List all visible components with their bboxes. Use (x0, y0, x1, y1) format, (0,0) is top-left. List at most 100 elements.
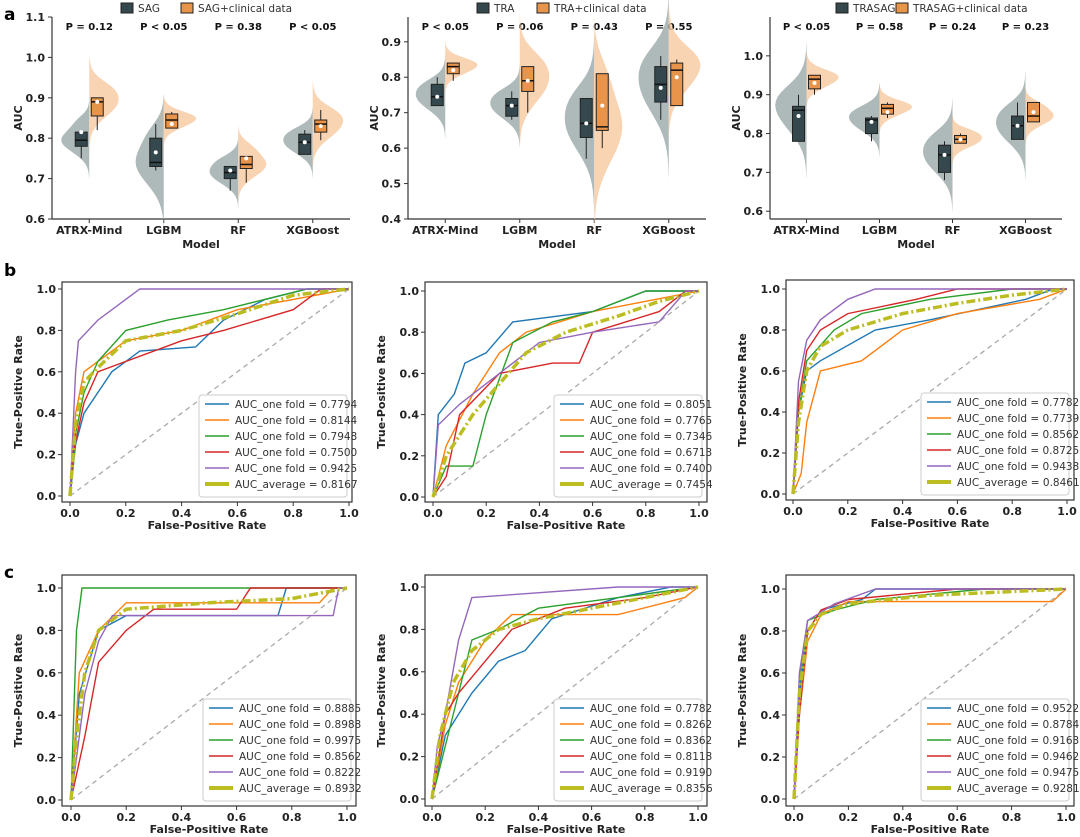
legend-label: AUC_one fold = 0.8885 (239, 703, 361, 715)
mean-marker (958, 137, 963, 142)
violin-half (995, 72, 1026, 180)
y-tick-label: 0.0 (400, 491, 420, 504)
y-tick-label: 0.5 (382, 178, 402, 191)
legend-swatch (120, 2, 134, 14)
y-tick-label: 0.8 (761, 625, 781, 638)
x-tick-label: 0.8 (636, 507, 656, 520)
x-tick-label: 0.0 (60, 507, 80, 520)
legend-label: AUC_one fold = 0.8144 (235, 415, 358, 427)
y-tick-label: 0.8 (400, 623, 420, 636)
y-tick-label: 0.4 (382, 213, 402, 226)
y-tick-label: 0.8 (26, 132, 46, 145)
p-value-label: P = 0.58 (856, 22, 903, 33)
legend-label: TRASAG+clinical data (912, 3, 1028, 15)
x-tick-label: 0.4 (530, 507, 550, 520)
p-value-label: P = 0.24 (929, 22, 976, 33)
x-tick-label: ATRX-Mind (412, 224, 478, 237)
violin-half (163, 94, 197, 146)
p-value-label: P < 0.05 (422, 22, 469, 33)
legend-label: AUC_one fold = 0.6713 (590, 447, 712, 459)
mean-marker (658, 85, 663, 90)
y-tick-label: 0.7 (744, 166, 764, 179)
legend-label: AUC_one fold = 0.8562 (239, 751, 361, 763)
x-tick-label: 0.6 (948, 505, 968, 518)
y-tick-label: 0.8 (400, 326, 420, 339)
roc-curve-fold-3 (432, 290, 699, 498)
p-value-label: P < 0.05 (289, 22, 336, 33)
legend-label: AUC_average = 0.8356 (590, 783, 713, 795)
chance-diagonal (793, 588, 1067, 800)
y-tick-label: 0.2 (400, 450, 420, 463)
chance-diagonal (431, 586, 699, 800)
x-tick-label: 0.2 (116, 811, 136, 824)
x-tick-label: XGBoost (642, 224, 695, 237)
violin-half (638, 0, 669, 178)
legend-box (202, 698, 352, 802)
box (579, 98, 593, 138)
x-tick-label: ATRX-Mind (56, 224, 122, 237)
legend-box (553, 394, 703, 498)
x-tick-label: XGBoost (999, 224, 1052, 237)
legend-box (553, 698, 703, 802)
legend-swatch (895, 2, 909, 14)
x-tick-label: 0.8 (282, 811, 302, 824)
x-tick-label: 0.6 (583, 507, 603, 520)
legend-label: AUC_one fold = 0.7794 (235, 399, 358, 411)
x-axis-label: False-Positive Rate (150, 823, 269, 836)
legend-label: AUC_one fold = 0.8562 (957, 429, 1079, 441)
violin-half (806, 50, 839, 108)
roc-curve-fold-1 (431, 586, 698, 800)
x-tick-label: RF (230, 224, 246, 237)
legend-swatch (180, 2, 194, 14)
roc-chart-b1: 0.00.0 0.2 0.2 0.4 0.4 0.6 0.6 0.8 0.8 1.0 1.0 Fals… (12, 281, 359, 532)
legend-label: AUC_average = 0.8461 (957, 477, 1080, 489)
mean-marker (95, 99, 100, 104)
y-tick-label: 0.9 (26, 92, 46, 105)
panel-label-b: b (4, 261, 16, 281)
legend-box (920, 392, 1070, 496)
x-tick-label: 1.0 (1057, 505, 1077, 518)
y-tick-label: 0.4 (761, 406, 781, 419)
legend-label: TRASAG (852, 3, 895, 15)
p-value-label: P = 0.12 (66, 22, 113, 33)
legend-label: AUC_one fold = 0.7782 (590, 703, 712, 715)
y-tick-label: 1.0 (26, 51, 46, 64)
violin-half (922, 98, 953, 212)
y-tick-label: 0.2 (761, 751, 781, 764)
x-tick-label: 0.6 (228, 507, 248, 520)
mean-marker (1031, 110, 1036, 115)
legend-label: AUC_one fold = 0.9462 (957, 751, 1079, 763)
y-tick-label: 1.0 (400, 581, 420, 594)
mean-marker (1015, 123, 1020, 128)
chance-diagonal (432, 290, 700, 498)
box (938, 144, 951, 173)
y-tick-label: 0.6 (400, 367, 420, 380)
mean-marker (942, 152, 947, 157)
roc-chart-c2: 0.00.0 0.2 0.2 0.4 0.4 0.6 0.6 0.8 0.8 1.0 1.0 Fals… (375, 574, 713, 836)
legend-label: AUC_one fold = 0.9438 (957, 461, 1079, 473)
legend-label: AUC_one fold = 0.7500 (235, 447, 357, 459)
roc-curve-average (791, 287, 1068, 495)
legend-label: AUC_average = 0.7454 (590, 479, 713, 491)
mean-marker (812, 81, 817, 86)
legend-label: AUC_one fold = 0.8118 (590, 751, 712, 763)
mean-marker (509, 103, 514, 108)
y-tick-label: 0.6 (37, 667, 57, 680)
y-tick-label: 0.4 (400, 708, 420, 721)
violin-half (415, 55, 446, 138)
y-tick-label: 0.2 (761, 447, 781, 460)
roc-chart-b2: 0.00.0 0.2 0.2 0.4 0.4 0.6 0.6 0.8 0.8 1.0 1.0 Fals… (375, 281, 713, 532)
x-axis-label: Model (182, 238, 220, 251)
x-tick-label: 1.0 (689, 507, 709, 520)
panel-label-c: c (4, 563, 14, 583)
x-tick-label: 0.8 (635, 811, 655, 824)
y-tick-label: 0.0 (761, 793, 781, 806)
violin-half (775, 42, 807, 179)
roc-curve-fold-3 (431, 586, 699, 800)
y-tick-label: 0.0 (400, 793, 420, 806)
plot-frame (424, 574, 708, 807)
violin-half (668, 3, 701, 138)
mean-marker (674, 75, 679, 80)
legend-label: TRA (493, 3, 515, 15)
roc-curve-fold-5 (69, 288, 349, 497)
